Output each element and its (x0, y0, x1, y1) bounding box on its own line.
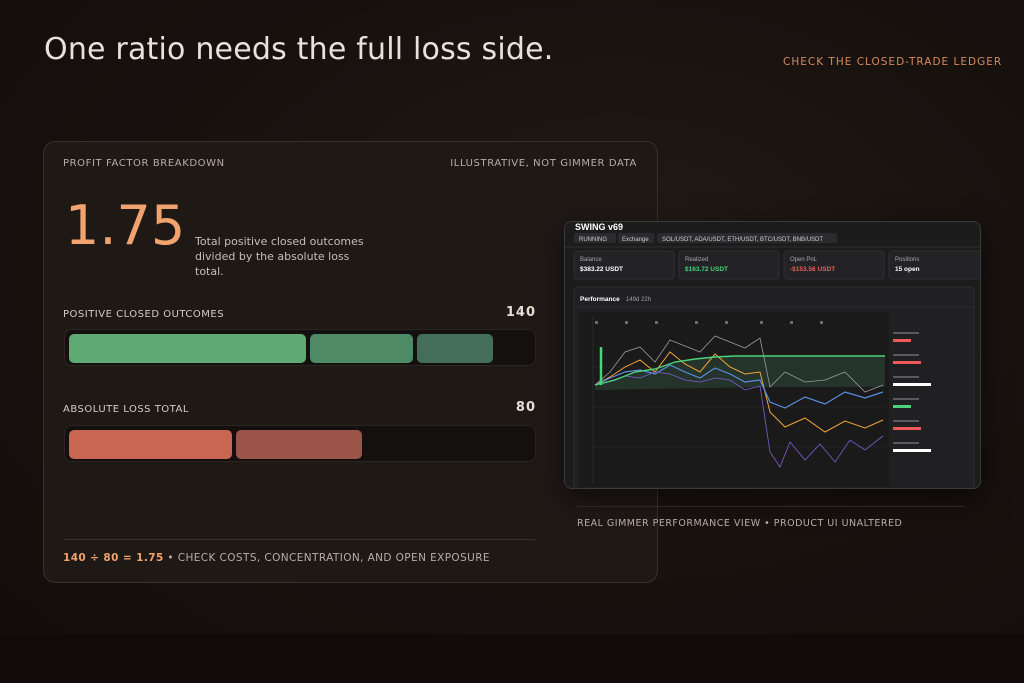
stat-value: $163.72 USDT (685, 266, 728, 273)
formula-expression: 140 ÷ 80 = 1.75 (63, 552, 164, 564)
readout-label-mark (893, 442, 919, 444)
performance-view-svg: SWING v69 RUNNING Exchange SOL/USDT, ADA… (565, 222, 980, 488)
readout-label-mark (893, 420, 919, 422)
readout-value-mark (893, 383, 931, 386)
stat-label: Positions (895, 257, 919, 263)
performance-chart (579, 312, 889, 487)
formula-note: • CHECK COSTS, CONCENTRATION, AND OPEN E… (163, 552, 490, 564)
status-badge: RUNNING (579, 237, 607, 243)
stat-value: $383.22 USDT (580, 266, 623, 273)
positive-outcomes-bar (64, 329, 536, 366)
loss-bar-segment-2 (236, 430, 362, 459)
stat-cards: Balance $383.22 USDT Realized $163.72 USDT O… (573, 250, 980, 280)
readout-label-mark (893, 332, 919, 334)
stat-card (783, 250, 885, 280)
loss-bar-segment-1 (69, 430, 232, 459)
loss-total-value: 80 (515, 400, 536, 415)
exchange-badge: Exchange (622, 237, 649, 243)
profit-factor-value: 1.75 (65, 194, 186, 257)
gimmer-performance-screenshot: SWING v69 RUNNING Exchange SOL/USDT, ADA… (564, 221, 981, 489)
readout-label-mark (893, 376, 919, 378)
positive-bar-segment-2 (310, 334, 413, 363)
positive-bar-segment-1 (69, 334, 306, 363)
readout-value-mark (893, 339, 911, 342)
readout-value-mark (893, 405, 911, 408)
readout-label-mark (893, 354, 919, 356)
formula-line: 140 ÷ 80 = 1.75 • CHECK COSTS, CONCENTRA… (63, 552, 490, 564)
card-title: PROFIT FACTOR BREAKDOWN (63, 158, 225, 169)
readout-value-mark (893, 449, 931, 452)
loss-total-label: ABSOLUTE LOSS TOTAL (63, 404, 189, 415)
performance-title: Performance (580, 296, 620, 303)
closed-trade-ledger-link[interactable]: CHECK THE CLOSED-TRADE LEDGER (783, 56, 1003, 68)
stat-card (678, 250, 780, 280)
positive-outcomes-label: POSITIVE CLOSED OUTCOMES (63, 309, 225, 320)
pairs-badge: SOL/USDT, ADA/USDT, ETH/USDT, BTC/USDT, … (662, 237, 823, 243)
profit-factor-card: PROFIT FACTOR BREAKDOWN ILLUSTRATIVE, NO… (43, 141, 658, 583)
page-headline: One ratio needs the full loss side. (44, 32, 554, 67)
readout-value-mark (893, 361, 921, 364)
bot-title: SWING v69 (575, 222, 623, 232)
illustrative-note: ILLUSTRATIVE, NOT GIMMER DATA (450, 158, 637, 169)
bottom-band (0, 634, 1024, 683)
positive-outcomes-value: 140 (505, 305, 536, 320)
screenshot-caption: REAL GIMMER PERFORMANCE VIEW • PRODUCT U… (577, 518, 903, 529)
stat-card (888, 250, 980, 280)
stat-value: -$153.56 USDT (790, 266, 835, 273)
loss-total-bar (64, 425, 536, 462)
card-divider (63, 539, 535, 540)
positive-bar-segment-3 (417, 334, 493, 363)
stat-card (573, 250, 675, 280)
stat-label: Open PnL (790, 257, 818, 263)
caption-rule (577, 506, 965, 507)
stat-value: 15 open (895, 266, 920, 273)
readout-value-mark (893, 427, 921, 430)
side-readout (893, 332, 931, 452)
profit-factor-description: Total positive closed outcomes divided b… (195, 235, 364, 278)
readout-label-mark (893, 398, 919, 400)
stat-label: Balance (580, 257, 602, 263)
stat-label: Realized (685, 257, 708, 263)
performance-range: 149d 22h (626, 297, 651, 303)
